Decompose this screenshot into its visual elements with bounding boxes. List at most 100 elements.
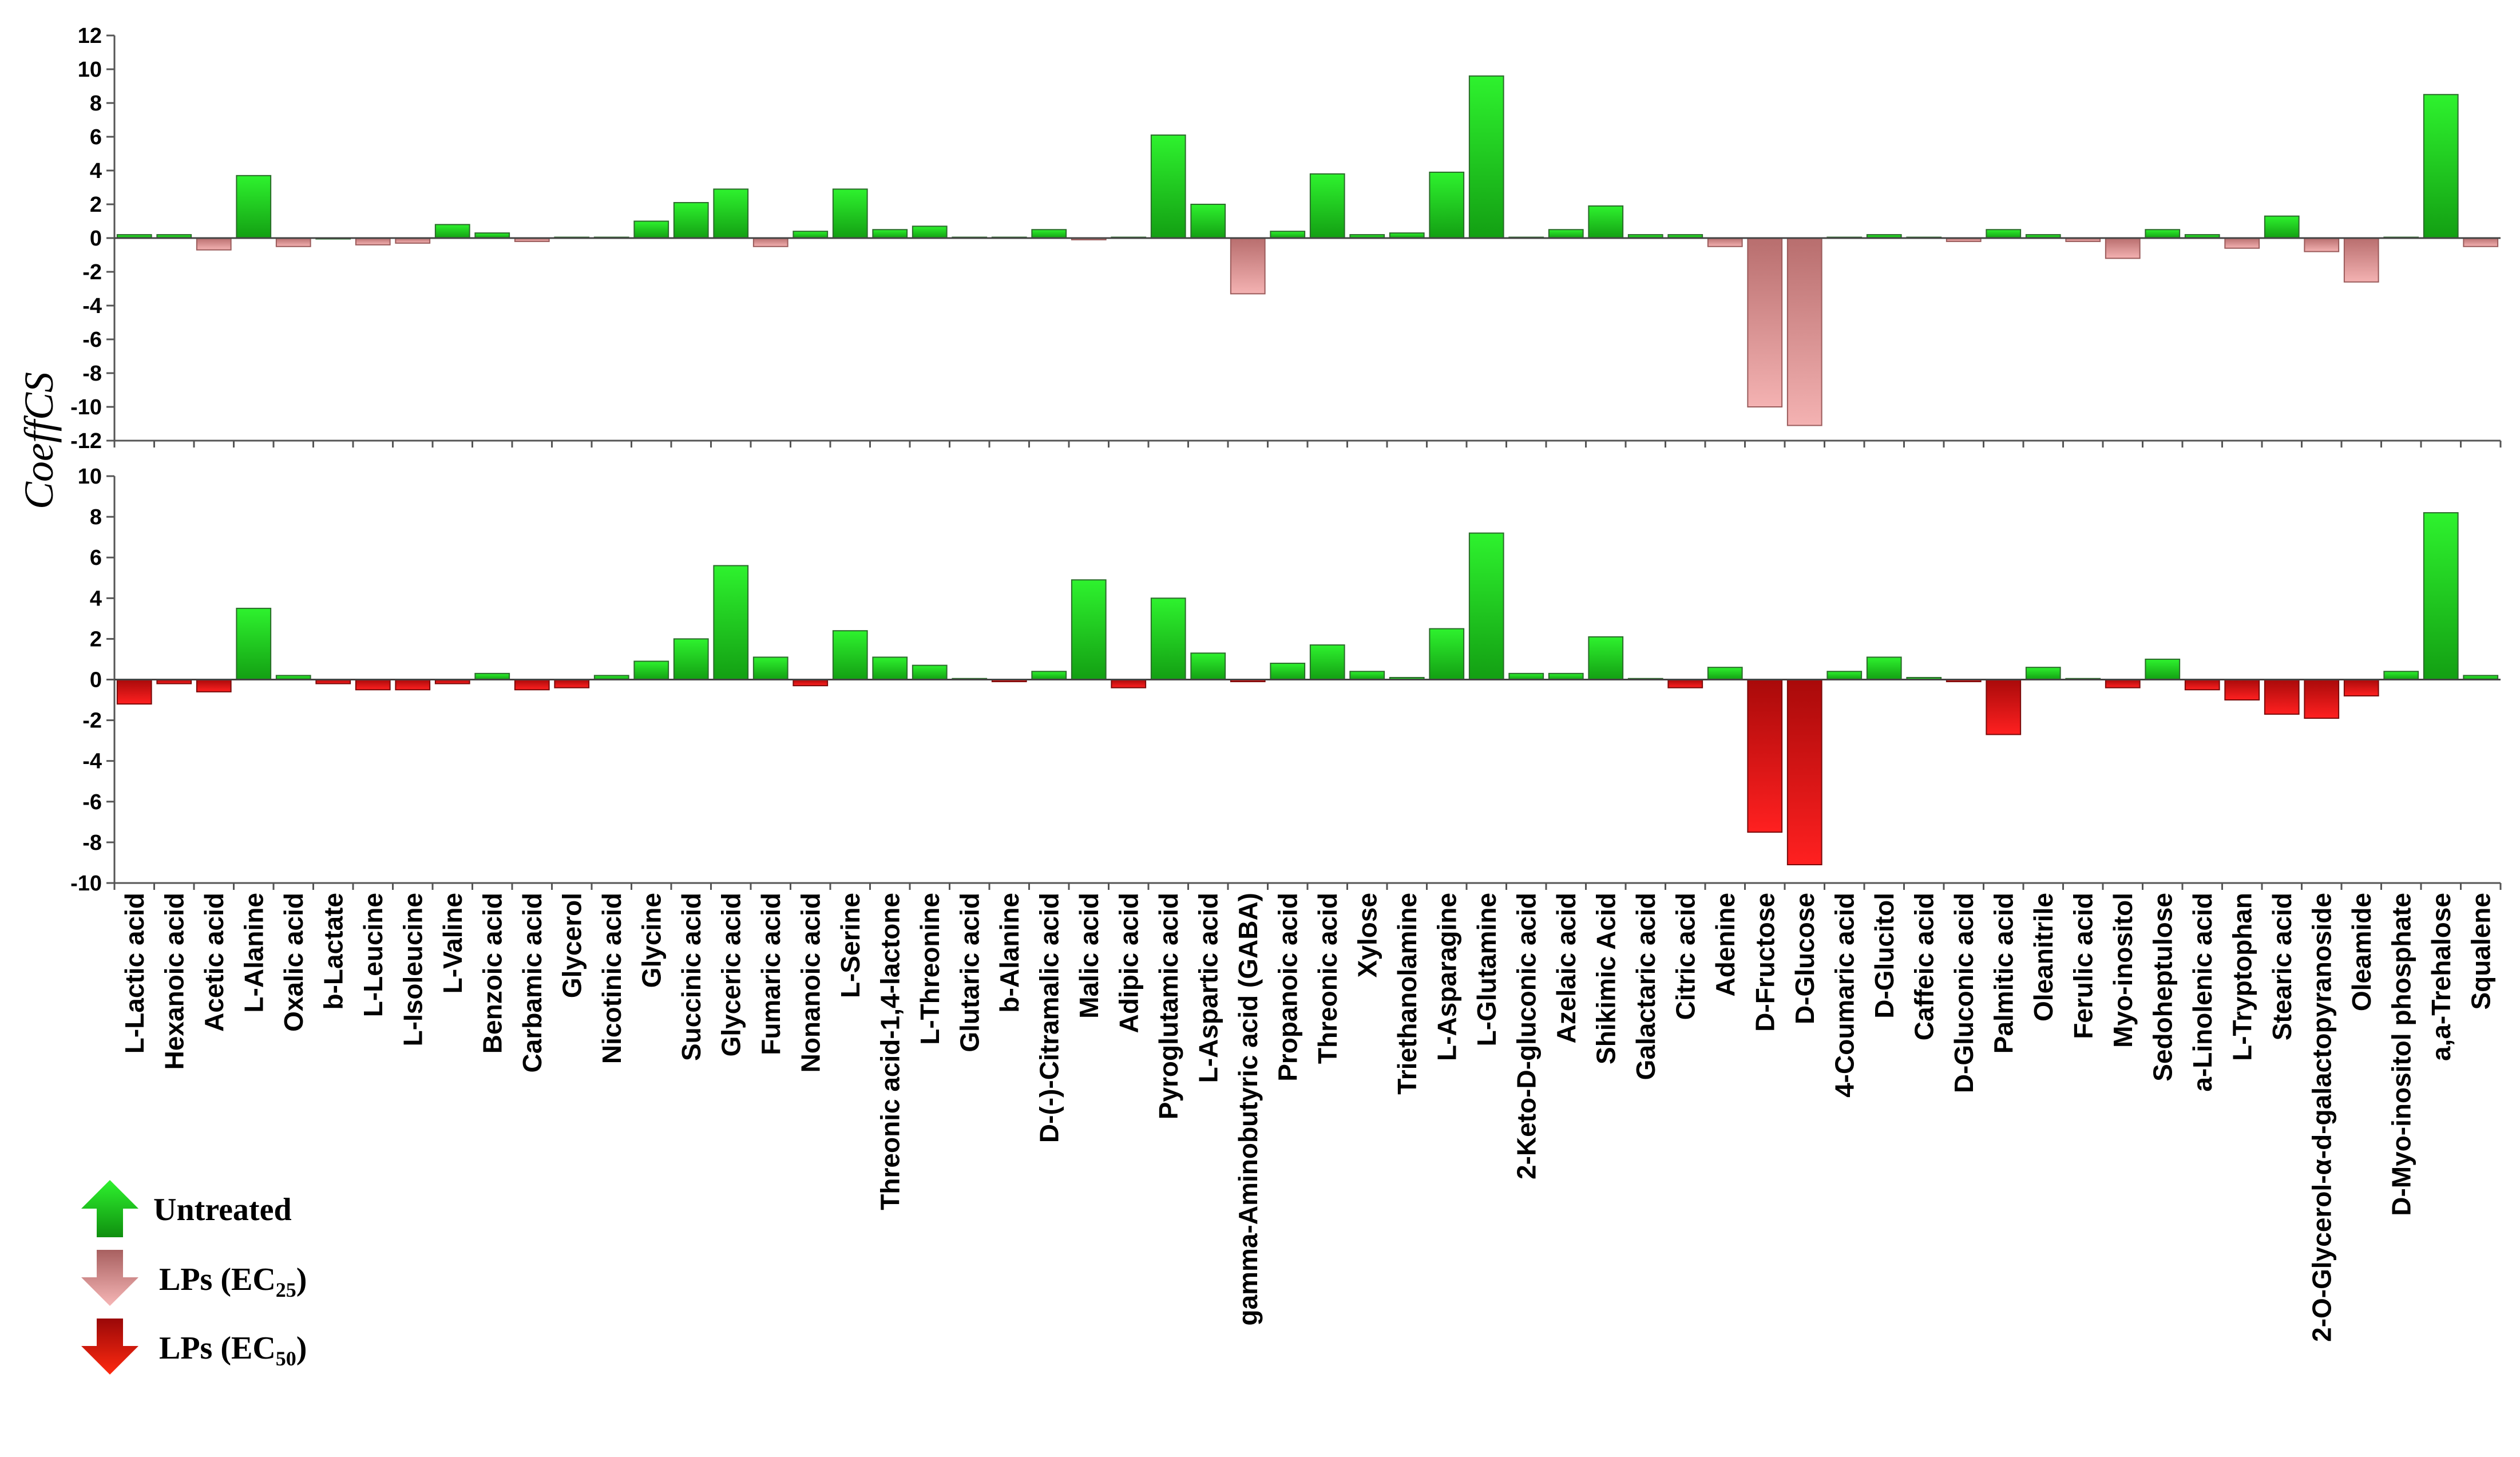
bottom-y-tick-label: 0	[90, 668, 102, 692]
bottom-bar-17	[793, 679, 829, 687]
bottom-bar-54	[2264, 679, 2300, 715]
category-label-0: L-Lactic acid	[120, 893, 149, 1054]
top-bar-13	[633, 220, 669, 239]
bottom-bar-51	[2145, 658, 2181, 680]
category-label-44: D-Glucitol	[1869, 893, 1899, 1019]
bottom-bar-30	[1309, 644, 1345, 680]
category-label-11: Glycerol	[557, 893, 587, 998]
category-label-24: Malic acid	[1074, 893, 1104, 1019]
category-label-35: 2-Keto-D-gluconic acid	[1511, 893, 1541, 1179]
top-bar-41	[1747, 237, 1783, 407]
bottom-bar-3	[236, 608, 272, 680]
category-label-12: Nicotinic acid	[597, 893, 627, 1064]
category-label-52: a-Linolenic acid	[2188, 893, 2217, 1092]
category-label-13: Glycine	[636, 893, 666, 988]
category-label-38: Galactaric acid	[1631, 893, 1661, 1080]
top-panel: 12 10 8 6 4 2 0 -2 -4 -6 -8 -10 -12	[70, 24, 2502, 453]
bottom-y-tick-label: 6	[90, 546, 102, 570]
top-bar-55	[2304, 237, 2340, 252]
top-bar-16	[752, 237, 789, 247]
category-label-37: Shikimic Acid	[1591, 893, 1620, 1064]
bottom-y-tick-label: -2	[82, 709, 102, 733]
category-label-8: L-Valine	[438, 893, 467, 993]
top-bar-53	[2224, 237, 2260, 249]
top-y-tick-label: 12	[78, 24, 102, 48]
bottom-bar-24	[1071, 579, 1107, 680]
bottom-bar-48	[2025, 667, 2061, 680]
category-label-41: D-Fructose	[1750, 893, 1780, 1032]
category-label-7: L-Isoleucine	[398, 893, 427, 1046]
category-label-30: Threonic acid	[1313, 893, 1342, 1064]
category-label-57: D-Myo-inositol phosphate	[2386, 893, 2416, 1216]
top-y-tick-label: 8	[90, 92, 102, 116]
bottom-bar-18	[832, 630, 868, 680]
category-label-40: Adenine	[1710, 893, 1740, 996]
bottom-bar-6	[355, 679, 391, 691]
category-label-55: 2-O-Glycerol-α-d-galactopyranoside	[2307, 893, 2336, 1342]
category-label-3: L-Alanine	[239, 893, 268, 1013]
bottom-bar-53	[2224, 679, 2260, 701]
category-label-19: Threonic acid-1,4-lactone	[875, 893, 905, 1210]
top-bar-28	[1230, 237, 1266, 295]
red-down-arrow-icon	[81, 1319, 138, 1375]
bottom-bar-58	[2423, 512, 2459, 680]
bottom-bar-23	[1031, 671, 1067, 680]
bottom-bar-55	[2304, 679, 2340, 719]
top-bar-14	[673, 202, 709, 239]
category-label-20: L-Threonine	[915, 893, 945, 1045]
bottom-bar-36	[1548, 672, 1584, 680]
top-y-tick-label: 4	[90, 159, 102, 183]
category-label-23: D-(-)-Citramalic acid	[1034, 893, 1064, 1143]
bottom-bar-44	[1866, 656, 1902, 680]
category-label-4: Oxalic acid	[279, 893, 308, 1032]
bottom-bar-35	[1508, 672, 1544, 680]
top-bar-33	[1429, 171, 1465, 239]
bottom-bar-15	[713, 565, 749, 680]
top-y-tick-label: -2	[82, 260, 102, 284]
category-label-48: Oleanitrile	[2028, 893, 2058, 1022]
top-bar-42	[1786, 237, 1822, 426]
bottom-bar-39	[1667, 679, 1703, 688]
top-bar-8	[434, 224, 470, 239]
bottom-bar-16	[752, 656, 789, 680]
legend-item-ec50: LPs (EC50)	[81, 1319, 307, 1375]
bottom-bar-14	[673, 638, 709, 680]
bottom-y-tick-label: -4	[82, 750, 102, 774]
category-label-34: L-Glutamine	[1472, 893, 1501, 1046]
top-bar-51	[2145, 229, 2181, 239]
bottom-bar-57	[2383, 671, 2419, 680]
bottom-bar-50	[2105, 679, 2141, 688]
bottom-bar-42	[1786, 679, 1822, 866]
top-bar-34	[1468, 75, 1504, 239]
category-label-54: Stearic acid	[2267, 893, 2297, 1040]
bottom-y-tick-label: -8	[82, 831, 102, 855]
category-label-29: Propanoic acid	[1273, 893, 1302, 1082]
bottom-bar-27	[1190, 652, 1226, 680]
top-bar-59	[2463, 237, 2499, 247]
top-bar-15	[713, 188, 749, 239]
legend-item-untreated: Untreated	[81, 1180, 292, 1237]
top-bar-56	[2343, 237, 2379, 283]
bottom-bar-13	[633, 660, 669, 680]
top-y-tick-label: -8	[82, 362, 102, 386]
top-bar-30	[1309, 173, 1345, 239]
category-label-53: L-Tryptophan	[2227, 893, 2257, 1061]
top-bar-2	[196, 237, 232, 251]
top-bar-40	[1707, 237, 1743, 247]
top-bar-17	[793, 231, 829, 239]
bottom-bar-31	[1349, 671, 1385, 680]
top-bar-18	[832, 188, 868, 239]
top-bar-54	[2264, 215, 2300, 239]
top-bar-6	[355, 237, 391, 246]
top-bar-50	[2105, 237, 2141, 259]
category-label-58: a,a-Trehalose	[2426, 893, 2456, 1061]
bottom-bar-9	[474, 672, 510, 680]
category-label-17: Nonanoic acid	[795, 893, 825, 1072]
bottom-y-tick-label: 2	[90, 627, 102, 651]
bottom-bar-26	[1150, 597, 1186, 680]
legend-item-ec25: LPs (EC25)	[81, 1250, 307, 1306]
category-label-1: Hexanoic acid	[159, 893, 189, 1070]
top-bar-4	[275, 237, 311, 247]
category-label-47: Palmitic acid	[1988, 893, 2018, 1054]
legend-label-untreated: Untreated	[153, 1192, 292, 1228]
